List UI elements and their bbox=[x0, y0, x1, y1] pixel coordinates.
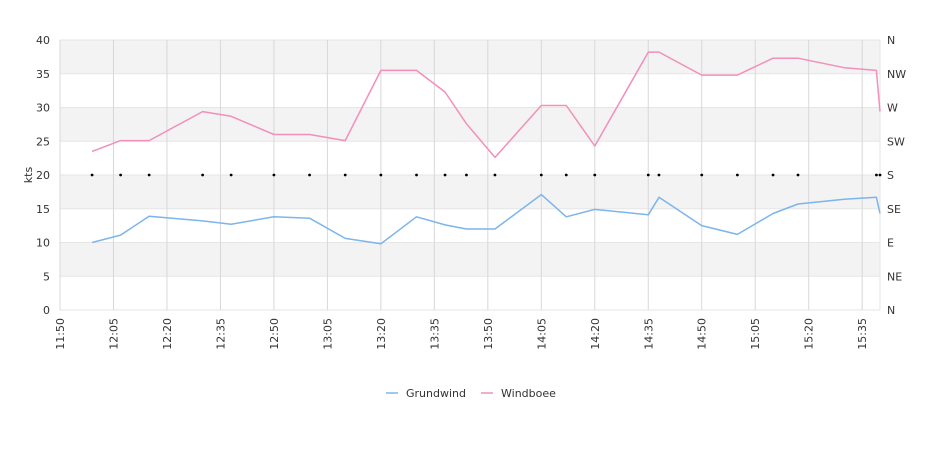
x-tick-label: 13:35 bbox=[428, 318, 441, 350]
direction-tick-label: NW bbox=[887, 68, 906, 81]
x-tick-label: 12:20 bbox=[161, 318, 174, 350]
x-tick-label: 15:35 bbox=[856, 318, 869, 350]
x-tick-label: 14:35 bbox=[642, 318, 655, 350]
y-axis-ticks: 0 5 10 15 20 25 30 35 40 bbox=[36, 34, 50, 317]
y-tick-label: 40 bbox=[36, 34, 50, 47]
direction-tick-label: NE bbox=[887, 270, 902, 283]
x-tick-label: 14:50 bbox=[696, 318, 709, 350]
direction-marker bbox=[539, 173, 543, 177]
legend-label: Windboee bbox=[501, 387, 556, 400]
y-tick-label: 30 bbox=[36, 102, 50, 115]
direction-marker bbox=[465, 173, 468, 177]
direction-tick-label: E bbox=[887, 237, 894, 250]
direction-axis-ticks: N NE E SE S SW W NW N bbox=[887, 34, 906, 317]
direction-marker bbox=[646, 173, 650, 177]
plot-band bbox=[60, 242, 880, 277]
direction-marker bbox=[564, 173, 568, 177]
x-tick-label: 15:20 bbox=[803, 318, 816, 350]
direction-tick-label: N bbox=[887, 34, 895, 47]
direction-marker bbox=[379, 173, 383, 177]
series-line-windboee bbox=[91, 51, 881, 159]
x-tick-label: 13:20 bbox=[375, 318, 388, 350]
direction-marker bbox=[343, 173, 347, 177]
x-tick-label: 14:05 bbox=[535, 318, 548, 350]
direction-tick-label: W bbox=[887, 102, 898, 115]
direction-marker bbox=[415, 173, 418, 177]
x-tick-label: 14:20 bbox=[589, 318, 602, 350]
series-layer bbox=[90, 51, 882, 245]
y-tick-label: 20 bbox=[36, 169, 50, 182]
direction-tick-label: SW bbox=[887, 135, 905, 148]
y-tick-label: 10 bbox=[36, 237, 50, 250]
plot-band bbox=[60, 175, 880, 209]
y-tick-label: 15 bbox=[36, 203, 50, 216]
plot-band bbox=[60, 73, 880, 108]
direction-tick-label: SE bbox=[887, 203, 901, 216]
direction-marker bbox=[875, 173, 878, 177]
direction-marker bbox=[272, 173, 276, 177]
direction-marker bbox=[771, 173, 775, 177]
direction-marker bbox=[119, 173, 123, 177]
y-tick-label: 35 bbox=[36, 68, 50, 81]
x-tick-label: 12:05 bbox=[107, 318, 120, 350]
direction-marker bbox=[229, 173, 233, 177]
y-axis-title: kts bbox=[22, 167, 35, 184]
direction-marker bbox=[735, 173, 739, 177]
direction-tick-label: N bbox=[887, 304, 895, 317]
y-tick-label: 25 bbox=[36, 135, 50, 148]
legend-label: Grundwind bbox=[406, 387, 466, 400]
x-tick-label: 12:50 bbox=[268, 318, 281, 350]
x-tick-label: 15:05 bbox=[749, 318, 762, 350]
legend-item-windboee[interactable]: Windboee bbox=[481, 387, 556, 400]
x-tick-label: 13:05 bbox=[321, 318, 334, 350]
plot-bands bbox=[60, 39, 880, 311]
plot-band bbox=[60, 141, 880, 175]
plot-band bbox=[60, 208, 880, 243]
direction-tick-label: S bbox=[887, 169, 894, 182]
direction-marker bbox=[147, 173, 151, 177]
direction-marker bbox=[593, 173, 597, 177]
direction-marker bbox=[657, 173, 661, 177]
direction-marker bbox=[90, 173, 94, 177]
direction-marker bbox=[308, 173, 311, 177]
x-tick-label: 12:35 bbox=[214, 318, 227, 350]
plot-band bbox=[60, 40, 880, 74]
series-line-grundwind bbox=[91, 193, 881, 245]
legend-item-grundwind[interactable]: Grundwind bbox=[386, 387, 466, 400]
direction-marker bbox=[493, 173, 497, 177]
direction-marker bbox=[201, 173, 205, 177]
direction-marker bbox=[878, 173, 882, 177]
x-axis-ticks: 11:50 12:05 12:20 12:35 12:50 13:05 13:20 13:35… bbox=[54, 318, 869, 350]
plot-band bbox=[60, 276, 880, 310]
direction-marker bbox=[700, 173, 704, 177]
direction-marker bbox=[796, 173, 800, 177]
plot-band bbox=[60, 107, 880, 142]
y-tick-label: 5 bbox=[43, 270, 50, 283]
legend[interactable]: Grundwind Windboee bbox=[386, 387, 556, 400]
x-tick-label: 13:50 bbox=[482, 318, 495, 350]
y-tick-label: 0 bbox=[43, 304, 50, 317]
direction-marker bbox=[443, 173, 447, 177]
x-tick-label: 11:50 bbox=[54, 318, 67, 350]
